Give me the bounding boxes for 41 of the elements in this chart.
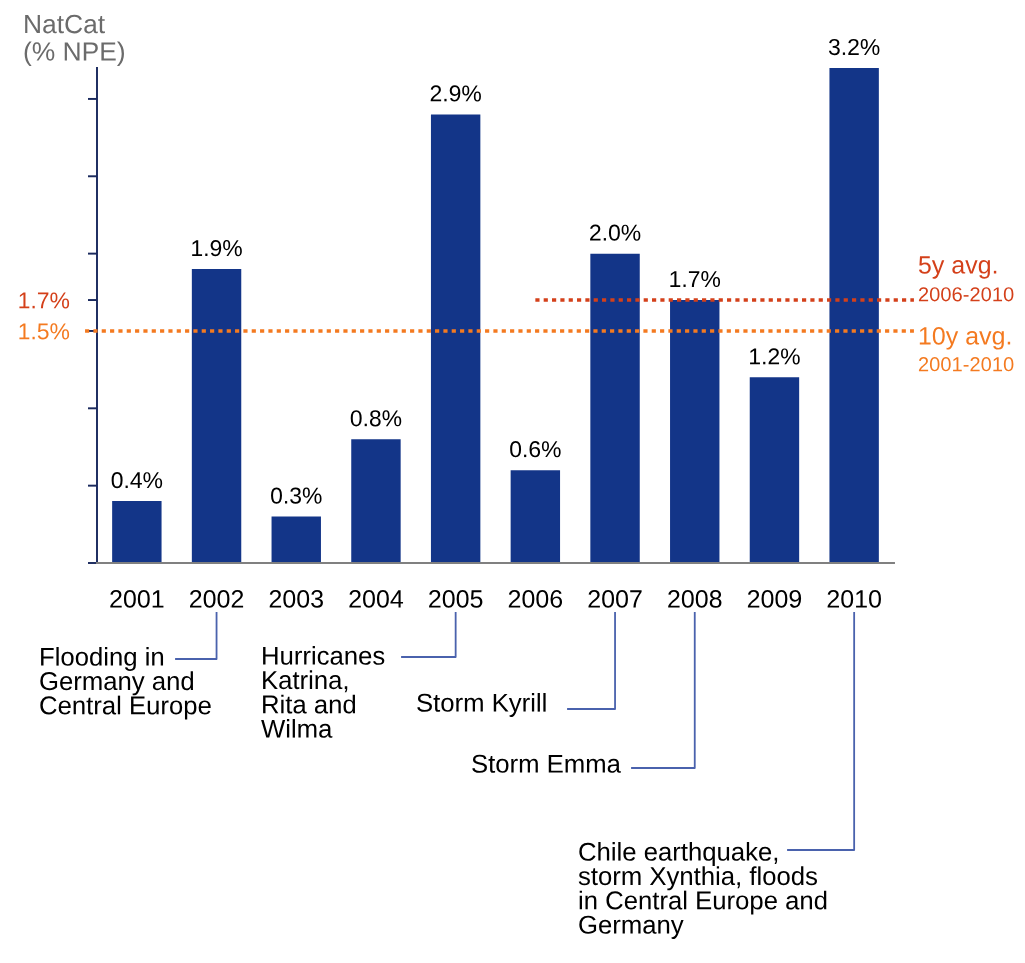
data-label: 2.9%: [430, 85, 481, 102]
data-label: 1.2%: [750, 348, 800, 365]
x-tick-label: 2008: [668, 590, 722, 608]
bar: [749, 377, 800, 563]
data-label: 0.8%: [350, 410, 402, 427]
ref-line-label: 10y avg.: [919, 326, 1011, 350]
y-tick-label: 1.5%: [19, 323, 70, 340]
text: 2001-2010: [918, 357, 1014, 372]
x-tick-label: 2007: [588, 590, 642, 608]
bar: [112, 501, 162, 563]
x-tick-label: 2003: [269, 590, 323, 608]
bar: [430, 114, 481, 563]
bar: [670, 300, 720, 563]
bar: [829, 68, 879, 563]
data-label: 2.0%: [590, 224, 641, 241]
x-tick-label: 2006: [508, 590, 563, 608]
series-label: 5y avg.: [918, 256, 997, 279]
y-axis-title: NatCat (% NPE): [24, 14, 124, 67]
bar: [351, 439, 401, 563]
data-label: 1.9%: [192, 240, 242, 257]
x-tick-label: 2002: [190, 590, 244, 608]
x-tick-label: 2001: [110, 590, 164, 608]
bar: [510, 470, 561, 563]
text: Storm Emma: [472, 754, 621, 773]
x-tick-label: 2004: [349, 590, 404, 608]
text: 2006-2010: [918, 287, 1014, 302]
data-label: 1.7%: [670, 271, 721, 288]
x-tick-label: 2010: [827, 590, 881, 608]
bar: [590, 253, 640, 563]
x-tick-label: 2009: [747, 590, 802, 608]
text: Chile earthquake, storm Xynthia, floods in Central Europe and Germany: [578, 842, 827, 939]
data-label: 0.3%: [271, 487, 322, 504]
data-label: 0.6%: [510, 441, 561, 458]
text: Storm Kyrill: [417, 693, 546, 717]
data-label: 3.2%: [828, 38, 880, 56]
bar: [191, 269, 242, 563]
data-label: 0.4%: [111, 472, 163, 489]
x-tick-label: 2005: [429, 590, 483, 608]
text: Hurricanes Katrina, Rita and Wilma: [261, 646, 385, 738]
bar: [271, 516, 321, 563]
text: Flooding in Germany and Central Europe: [40, 647, 211, 720]
